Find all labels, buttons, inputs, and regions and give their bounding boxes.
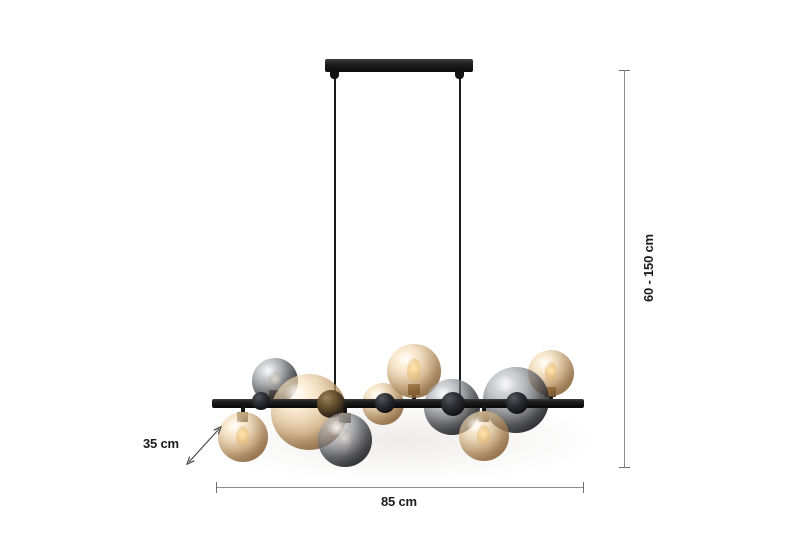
globe-6-highlight	[397, 352, 415, 366]
globe-11-bar-accent	[252, 392, 270, 410]
width-dimension-tick-left	[216, 482, 217, 493]
depth-dimension-arrow-icon	[180, 420, 240, 470]
canopy-connector-right	[455, 71, 464, 79]
globe-6-filament	[407, 358, 421, 382]
width-dimension-line	[216, 487, 584, 488]
globe-10-filament	[545, 362, 557, 382]
height-dimension-tick-bottom	[619, 467, 630, 468]
height-dimension-label: 60 - 150 cm	[641, 234, 656, 302]
globe-8-glass	[459, 411, 509, 461]
globe-9-highlight	[495, 376, 516, 392]
accent-sphere-dark-far-right	[506, 392, 528, 414]
canopy-connector-left	[330, 71, 339, 79]
suspension-cable-right	[459, 78, 461, 400]
accent-sphere-dark-right	[441, 392, 465, 416]
suspension-cable-left	[334, 78, 336, 400]
globe-4-filament	[338, 428, 351, 451]
globe-10-highlight	[537, 357, 552, 369]
accent-sphere-dark-center	[375, 393, 395, 413]
globe-1-stem	[241, 405, 245, 415]
globe-4-highlight	[328, 421, 346, 435]
ceiling-canopy	[325, 59, 473, 72]
globe-2-highlight	[261, 365, 276, 377]
globe-8-stem	[482, 405, 486, 415]
globe-8-filament	[477, 425, 490, 446]
width-dimension-label: 85 cm	[381, 494, 417, 509]
height-dimension-tick-top	[619, 70, 630, 71]
globe-4-stem	[343, 405, 347, 416]
globe-8-highlight	[468, 419, 484, 432]
height-dimension-line	[624, 70, 625, 467]
width-dimension-tick-right	[583, 482, 584, 493]
globe-4-glass	[318, 413, 372, 467]
depth-dimension-label: 35 cm	[143, 436, 179, 451]
horizontal-bar	[212, 399, 584, 408]
